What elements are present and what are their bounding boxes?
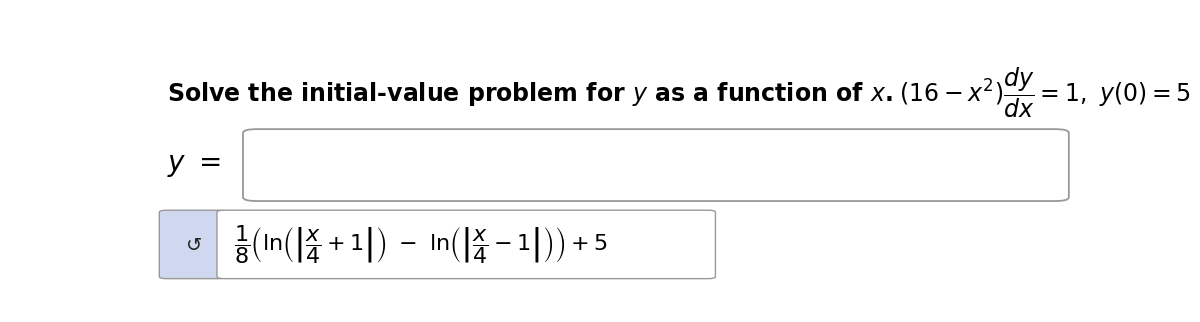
FancyBboxPatch shape [242,129,1069,201]
FancyBboxPatch shape [217,210,715,279]
Text: $\circlearrowleft$: $\circlearrowleft$ [182,235,203,254]
Text: $\dfrac{1}{8}\left(\ln\!\left(\left|\dfrac{x}{4}+1\right|\right)\ -\ \ln\!\left(: $\dfrac{1}{8}\left(\ln\!\left(\left|\dfr… [234,223,607,266]
Text: Solve the initial-value problem for $y$ as a function of $x$.$\;\left(16 - x^2\r: Solve the initial-value problem for $y$ … [167,66,1190,120]
Text: $y\ =$: $y\ =$ [167,151,221,179]
FancyBboxPatch shape [160,210,226,279]
